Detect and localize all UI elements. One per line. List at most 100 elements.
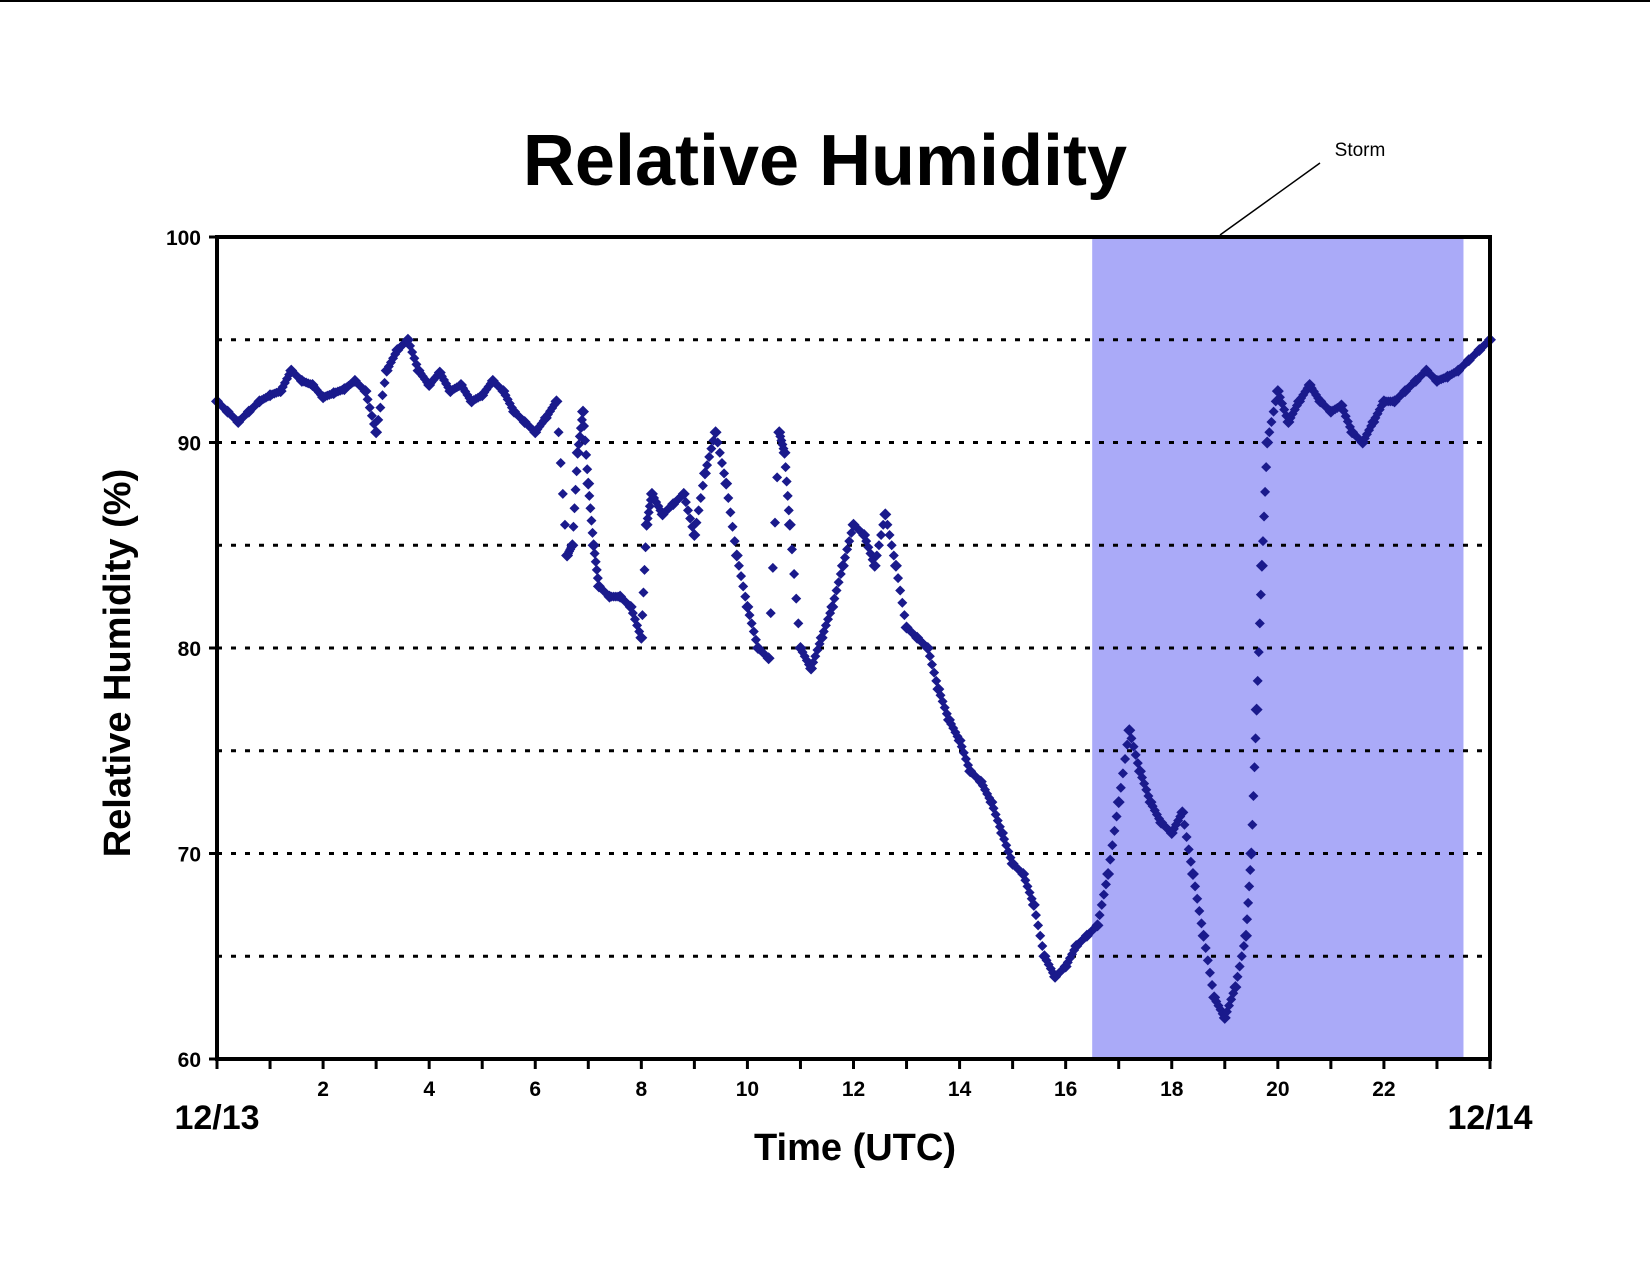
data-point-interp	[555, 458, 566, 469]
data-point-interp	[1204, 967, 1215, 978]
data-point-interp	[373, 414, 384, 425]
data-point-interp	[1037, 940, 1048, 951]
data-point-interp	[592, 573, 603, 584]
data-point-interp	[379, 377, 390, 388]
data-point-interp	[729, 536, 740, 547]
data-point-interp	[844, 536, 855, 547]
data-point	[550, 395, 563, 408]
data-point-interp	[1035, 930, 1046, 941]
data-point-interp	[899, 610, 910, 621]
data-point-interp	[714, 447, 725, 458]
data-point-interp	[712, 437, 723, 448]
data-point	[836, 559, 849, 572]
data-point-interp	[643, 507, 654, 518]
data-point	[889, 559, 902, 572]
data-point-interp	[831, 585, 842, 596]
data-point-interp	[1181, 832, 1192, 843]
data-point-interp	[1243, 897, 1254, 908]
data-point	[1027, 898, 1040, 911]
data-point-interp	[897, 597, 908, 608]
data-point-interp	[1033, 920, 1044, 931]
data-point	[571, 446, 584, 459]
data-point-interp	[638, 587, 649, 598]
x-tick-label-18: 18	[1160, 1078, 1184, 1101]
data-point-interp	[738, 581, 749, 592]
data-point-interp	[1236, 951, 1247, 962]
data-point	[1091, 919, 1104, 932]
data-point-interp	[1261, 462, 1272, 473]
x-tick-label-16: 16	[1054, 1078, 1077, 1101]
data-point-interp	[693, 505, 704, 516]
data-point	[566, 539, 579, 552]
data-point-interp	[579, 421, 590, 432]
chart-title: Relative Humidity	[523, 121, 1127, 201]
data-point-interp	[929, 667, 940, 678]
data-point-interp	[780, 462, 791, 473]
data-point-interp	[702, 460, 713, 471]
data-point-interp	[573, 439, 584, 450]
data-point	[1112, 796, 1125, 809]
data-point	[698, 467, 711, 480]
x-tick-label-4: 4	[423, 1078, 435, 1101]
data-point	[778, 446, 791, 459]
data-point	[868, 559, 881, 572]
data-point-interp	[691, 517, 702, 528]
data-point-interp	[1130, 749, 1141, 760]
data-point-interp	[1242, 914, 1253, 925]
data-point-interp	[585, 503, 596, 514]
data-point-interp	[1250, 733, 1261, 744]
data-point-interp	[873, 540, 884, 551]
data-point	[576, 405, 589, 418]
x-tick-label-6: 6	[529, 1078, 541, 1101]
data-point-interp	[882, 519, 893, 530]
data-point-interp	[586, 515, 597, 526]
data-point-interp	[1109, 825, 1120, 836]
data-point-interp	[725, 507, 736, 518]
data-point-interp	[736, 571, 747, 582]
y-tick-label-100: 100	[166, 227, 201, 250]
data-point-interp	[748, 626, 759, 637]
data-point	[1250, 703, 1263, 716]
storm-label: Storm	[1335, 140, 1386, 161]
data-point-interp	[1257, 536, 1268, 547]
x-tick-label-12: 12	[842, 1078, 865, 1101]
x-tick-label-20: 20	[1266, 1078, 1289, 1101]
data-point-interp	[765, 608, 776, 619]
data-point	[762, 652, 775, 665]
data-point-interp	[783, 505, 794, 516]
data-point-interp	[884, 529, 895, 540]
x-axis-label: Time (UTC)	[754, 1127, 956, 1169]
data-point-interp	[750, 634, 761, 645]
data-point-interp	[683, 505, 694, 516]
data-point-interp	[506, 402, 517, 413]
data-point-interp	[1194, 906, 1205, 917]
data-point	[587, 539, 600, 552]
data-point-interp	[1254, 618, 1265, 629]
data-point-interp	[1107, 840, 1118, 851]
data-point-interp	[888, 550, 899, 561]
x-tick-label-8: 8	[635, 1078, 647, 1101]
date-label-start: 12/13	[174, 1099, 259, 1137]
data-point-interp	[1096, 899, 1107, 910]
data-point-interp	[640, 542, 651, 553]
data-point-interp	[723, 492, 734, 503]
data-point	[1123, 724, 1136, 737]
data-point-interp	[895, 585, 906, 596]
data-point-interp	[1105, 854, 1116, 865]
data-point	[1186, 868, 1199, 881]
data-point-interp	[886, 540, 897, 551]
data-point	[826, 600, 839, 613]
data-point-interp	[727, 521, 738, 532]
data-point-interp	[1094, 910, 1105, 921]
y-tick-label-80: 80	[178, 638, 201, 661]
data-point-interp	[793, 618, 804, 629]
data-point	[688, 528, 701, 541]
data-point-interp	[1247, 819, 1258, 830]
data-point-interp	[931, 675, 942, 686]
data-point	[879, 508, 892, 521]
data-point-interp	[927, 659, 938, 670]
data-point-interp	[557, 488, 568, 499]
data-point-interp	[1117, 768, 1128, 779]
data-point-interp	[719, 468, 730, 479]
